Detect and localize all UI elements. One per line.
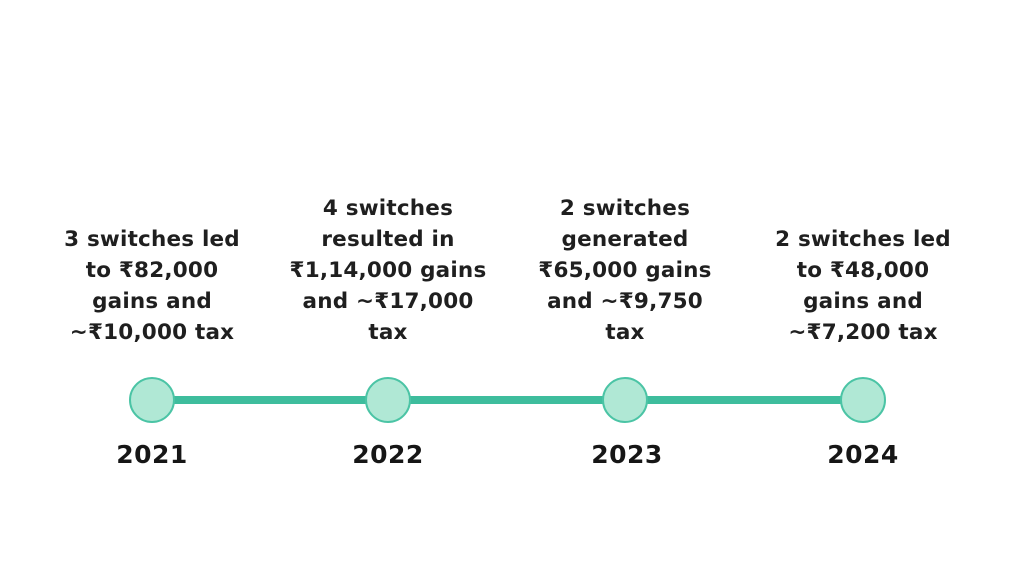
timeline-node-2023 (602, 377, 648, 423)
year-label-2023: 2023 (591, 440, 663, 469)
year-label-2024: 2024 (827, 440, 899, 469)
timeline-node-2024 (840, 377, 886, 423)
event-description-2023: 2 switches generated ₹65,000 gains and ~… (538, 196, 712, 345)
timeline-node-2022 (365, 377, 411, 423)
timeline-connector-line (152, 396, 863, 404)
event-description-2024: 2 switches led to ₹48,000 gains and ~₹7,… (775, 227, 951, 345)
year-label-2022: 2022 (352, 440, 424, 469)
event-description-2021: 3 switches led to ₹82,000 gains and ~₹10… (64, 227, 240, 345)
event-description-2022: 4 switches resulted in ₹1,14,000 gains a… (289, 196, 487, 345)
year-label-2021: 2021 (116, 440, 188, 469)
timeline-node-2021 (129, 377, 175, 423)
